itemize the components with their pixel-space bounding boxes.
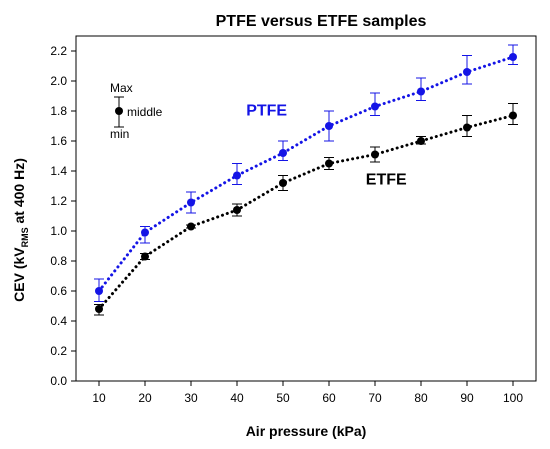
data-point-etfe — [141, 252, 149, 261]
series-line-etfe — [97, 114, 515, 311]
y-axis-label-main: CEV (kV — [11, 247, 27, 302]
data-point-ptfe — [95, 287, 103, 295]
chart-title: PTFE versus ETFE samples — [216, 13, 427, 30]
y-tick-label: 1.0 — [50, 224, 67, 238]
y-axis-label-subscript: RMS — [20, 227, 30, 247]
svg-text:CEV (kVRMS at 400 Hz): CEV (kVRMS at 400 Hz) — [11, 158, 30, 302]
y-tick-label: 2.0 — [50, 74, 67, 88]
data-point-ptfe — [141, 228, 149, 237]
x-tick-label: 70 — [368, 391, 382, 405]
y-tick-label: 0.2 — [50, 344, 67, 358]
data-point-ptfe — [187, 198, 195, 207]
series-line-ptfe — [97, 55, 515, 293]
y-tick-label: 2.2 — [50, 44, 67, 58]
data-point-ptfe — [417, 87, 425, 96]
data-point-etfe — [371, 150, 379, 159]
key-middle-label: middle — [127, 105, 163, 119]
y-tick-label: 0.8 — [50, 254, 67, 268]
x-tick-label: 100 — [503, 391, 523, 405]
x-tick-label: 40 — [230, 391, 244, 405]
x-tick-label: 90 — [460, 391, 474, 405]
series-label-etfe: ETFE — [366, 172, 407, 189]
key-middle-point — [115, 107, 123, 115]
data-point-ptfe — [463, 68, 471, 76]
error-bar-key: Max middle min — [110, 81, 163, 141]
data-point-ptfe — [279, 149, 287, 157]
axes: 0.0 0.2 0.4 0.6 0.8 1.0 1.2 1.4 1.6 1.8 2.0 2.2 10 20… — [50, 44, 523, 405]
data-point-etfe — [325, 159, 333, 168]
x-tick-label: 30 — [184, 391, 198, 405]
y-tick-label: 0.0 — [50, 374, 67, 388]
data-point-etfe — [95, 305, 103, 313]
plot-frame — [75, 35, 537, 382]
x-axis-label: Air pressure (kPa) — [246, 423, 367, 439]
y-tick-label: 1.2 — [50, 194, 67, 208]
y-axis-label-tail: at 400 Hz) — [11, 158, 27, 227]
data-point-etfe — [417, 137, 425, 145]
x-tick-label: 60 — [322, 391, 336, 405]
y-tick-label: 1.4 — [50, 164, 67, 178]
data-point-etfe — [187, 222, 195, 231]
data-point-etfe — [509, 111, 517, 120]
x-tick-label: 20 — [138, 391, 152, 405]
data-point-ptfe — [371, 102, 379, 111]
data-point-etfe — [463, 123, 471, 132]
data-marks: PTFE ETFE — [94, 44, 518, 316]
data-point-ptfe — [233, 171, 241, 180]
x-tick-label: 50 — [276, 391, 290, 405]
y-tick-label: 0.4 — [50, 314, 67, 328]
data-point-ptfe — [325, 122, 333, 130]
key-max-label: Max — [110, 81, 133, 95]
series-label-ptfe: PTFE — [246, 103, 287, 120]
x-tick-label: 10 — [92, 391, 106, 405]
y-tick-label: 1.6 — [50, 134, 67, 148]
x-tick-label: 80 — [414, 391, 428, 405]
y-tick-label: 1.8 — [50, 104, 67, 118]
data-point-etfe — [233, 206, 241, 214]
y-tick-label: 0.6 — [50, 284, 67, 298]
data-point-ptfe — [509, 53, 517, 61]
data-point-etfe — [279, 179, 287, 187]
key-min-label: min — [110, 127, 129, 141]
y-axis-label: CEV (kVRMS at 400 Hz) — [11, 158, 30, 302]
